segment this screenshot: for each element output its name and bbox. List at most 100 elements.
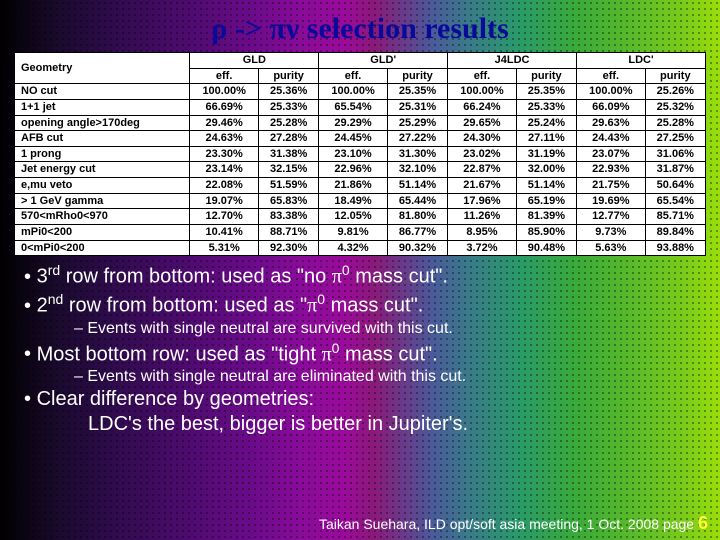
subcol: eff.: [190, 68, 259, 84]
cell: 24.43%: [577, 131, 646, 147]
cell: 25.26%: [645, 84, 705, 100]
cell: 25.28%: [645, 115, 705, 131]
slide-title: ρ -> πν selection results: [14, 12, 706, 46]
cell: 25.35%: [387, 84, 447, 100]
cell: 65.44%: [387, 193, 447, 209]
row-label: mPi0<200: [15, 225, 190, 241]
cell: 5.63%: [577, 240, 646, 256]
row-label: AFB cut: [15, 131, 190, 147]
cell: 32.00%: [516, 162, 576, 178]
cell: 11.26%: [448, 209, 517, 225]
bullet-list: 3rd row from bottom: used as "no π0 mass…: [14, 262, 706, 411]
cell: 27.22%: [387, 131, 447, 147]
cell: 27.25%: [645, 131, 705, 147]
cell: 18.49%: [319, 193, 388, 209]
cell: 81.39%: [516, 209, 576, 225]
cell: 25.36%: [258, 84, 318, 100]
cell: 92.30%: [258, 240, 318, 256]
cell: 32.10%: [387, 162, 447, 178]
subcol: purity: [645, 68, 705, 84]
cell: 23.10%: [319, 146, 388, 162]
cell: 65.54%: [645, 193, 705, 209]
cell: 24.63%: [190, 131, 259, 147]
cell: 25.31%: [387, 99, 447, 115]
cell: 12.70%: [190, 209, 259, 225]
cell: 90.32%: [387, 240, 447, 256]
row-label: 1+1 jet: [15, 99, 190, 115]
cell: 27.28%: [258, 131, 318, 147]
col-gldp: GLD': [319, 53, 448, 69]
bullet-4: Clear difference by geometries:: [24, 388, 706, 411]
table-row: opening angle>170deg29.46% 25.28% 29.29%25…: [15, 115, 706, 131]
table-row: AFB cut24.63%27.28%24.45%27.22%24.30%27.…: [15, 131, 706, 147]
cell: 21.86%: [319, 178, 388, 194]
cell: 51.14%: [516, 178, 576, 194]
cell: 32.15%: [258, 162, 318, 178]
title-symbol: ρ -> πν: [211, 12, 299, 45]
cell: 83.38%: [258, 209, 318, 225]
cell: 29.65%: [448, 115, 517, 131]
cell: 51.14%: [387, 178, 447, 194]
cell: 29.63%: [577, 115, 646, 131]
table-row: 1+1 jet66.69%25.33%65.54%25.31%66.24%25.…: [15, 99, 706, 115]
footer-text: Taikan Suehara, ILD opt/soft asia meetin…: [319, 516, 698, 532]
table-body: NO cut100.00%25.36%100.00%25.35%100.00%2…: [15, 84, 706, 256]
cell: 66.24%: [448, 99, 517, 115]
table-row: NO cut100.00%25.36%100.00%25.35%100.00%2…: [15, 84, 706, 100]
table-row: mPi0<20010.41%88.71%9.81%86.77%8.95%85.9…: [15, 225, 706, 241]
page-number: 6: [698, 513, 708, 533]
cell: 3.72%: [448, 240, 517, 256]
subcol: purity: [258, 68, 318, 84]
subcol: eff.: [319, 68, 388, 84]
cell: 25.29%: [387, 115, 447, 131]
cell: 100.00%: [448, 84, 517, 100]
cell: 65.83%: [258, 193, 318, 209]
cell: 25.32%: [645, 99, 705, 115]
table-row: 1 prong23.30%31.38%23.10%31.30%23.02%31.…: [15, 146, 706, 162]
row-label: 1 prong: [15, 146, 190, 162]
cell: 31.87%: [645, 162, 705, 178]
cell: 100.00%: [319, 84, 388, 100]
cell: 19.69%: [577, 193, 646, 209]
table-row: 570<mRho0<97012.70%83.38%12.05%81.80%11.…: [15, 209, 706, 225]
subcol: purity: [516, 68, 576, 84]
cell: 27.11%: [516, 131, 576, 147]
cell: 12.77%: [577, 209, 646, 225]
table-row: e,mu veto22.08%51.59%21.86%51.14%21.67%5…: [15, 178, 706, 194]
cell: 100.00%: [190, 84, 259, 100]
cell: 81.80%: [387, 209, 447, 225]
cell: 50.64%: [645, 178, 705, 194]
col-j4ldc: J4LDC: [448, 53, 577, 69]
cell: 23.14%: [190, 162, 259, 178]
table-row: 0<mPi0<2005.31%92.30%4.32%90.32%3.72%90.…: [15, 240, 706, 256]
cell: 10.41%: [190, 225, 259, 241]
cell: 4.32%: [319, 240, 388, 256]
bullet-3-sub: Events with single neutral are eliminate…: [74, 368, 706, 386]
cell: 85.90%: [516, 225, 576, 241]
cell: 9.73%: [577, 225, 646, 241]
cell: 65.19%: [516, 193, 576, 209]
cell: 29.46%: [190, 115, 259, 131]
col-gld: GLD: [190, 53, 319, 69]
subcol: eff.: [577, 68, 646, 84]
cell: 17.96%: [448, 193, 517, 209]
row-label: opening angle>170deg: [15, 115, 190, 131]
bullet-4-line2: LDC's the best, bigger is better in Jupi…: [88, 413, 706, 436]
cell: 23.02%: [448, 146, 517, 162]
title-text: selection results: [299, 12, 508, 45]
cell: 22.96%: [319, 162, 388, 178]
row-label: Jet energy cut: [15, 162, 190, 178]
cell: 88.71%: [258, 225, 318, 241]
cell: 31.38%: [258, 146, 318, 162]
cell: 90.48%: [516, 240, 576, 256]
subcol: eff.: [448, 68, 517, 84]
bullet-2: 2nd row from bottom: used as "π0 mass cu…: [24, 291, 706, 338]
cell: 23.30%: [190, 146, 259, 162]
row-label: 0<mPi0<200: [15, 240, 190, 256]
cell: 21.67%: [448, 178, 517, 194]
cell: 65.54%: [319, 99, 388, 115]
cell: 22.08%: [190, 178, 259, 194]
cell: 19.07%: [190, 193, 259, 209]
cell: 31.30%: [387, 146, 447, 162]
cell: 29.29%: [319, 115, 388, 131]
